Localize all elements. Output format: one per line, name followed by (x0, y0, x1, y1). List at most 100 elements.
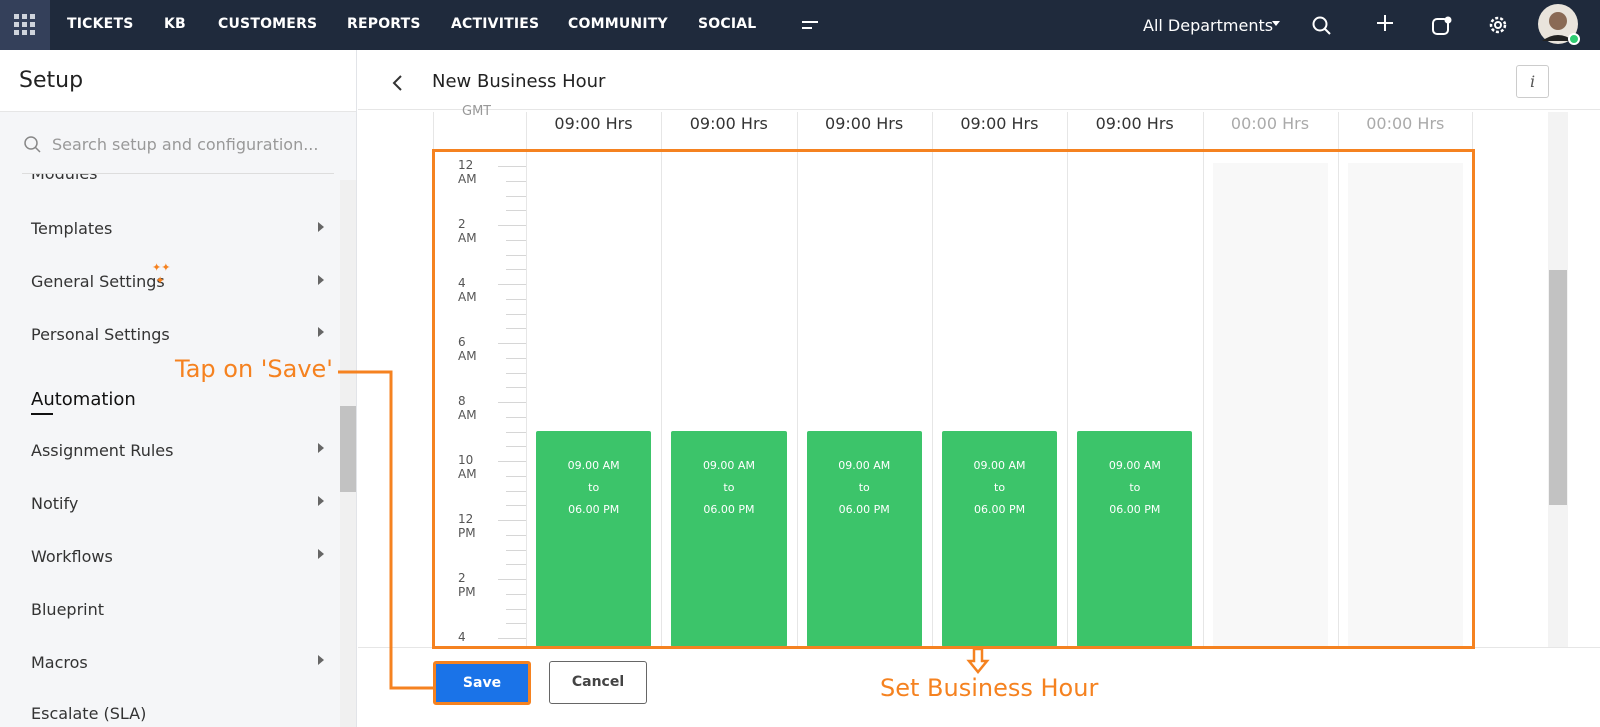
more-icon[interactable] (800, 17, 820, 33)
tick (506, 534, 526, 536)
tick (506, 239, 526, 241)
tick (498, 461, 526, 462)
scrollbar[interactable] (340, 180, 356, 727)
block-text: to (858, 481, 870, 494)
day-hours: 09:00 Hrs (554, 114, 633, 133)
block-text: to (994, 481, 1006, 494)
submenu-arrow (318, 496, 324, 506)
tick (506, 431, 526, 433)
business-hour-block[interactable]: 09.00 AM to 06.00 PM (941, 431, 1058, 647)
department-select[interactable]: All Departments (1143, 16, 1274, 35)
business-hour-block[interactable]: 09.00 AM to 06.00 PM (806, 431, 922, 647)
submenu-arrow (318, 222, 324, 232)
caret (1272, 21, 1280, 26)
tick (506, 328, 526, 330)
annotation: Set Business Hour (880, 674, 1099, 702)
search-icon[interactable] (1310, 14, 1334, 38)
block-text: 09.00 AM (1108, 459, 1161, 472)
search-icon (24, 136, 41, 153)
tick (506, 446, 526, 448)
block-text: 09.00 AM (838, 459, 891, 472)
notes-icon[interactable] (1430, 14, 1454, 38)
apps-icon (14, 14, 35, 35)
time-label: 8 AM (458, 394, 477, 422)
apps-button[interactable] (0, 0, 50, 50)
scroll-thumb[interactable] (340, 406, 356, 492)
day-column (1202, 112, 1338, 647)
day-column (931, 112, 1067, 647)
back-button[interactable] (392, 74, 404, 92)
time-label: 12 PM (458, 512, 476, 540)
settings-icon[interactable] (1486, 13, 1510, 37)
time-label: 2 AM (458, 217, 477, 245)
closed-day (1347, 163, 1464, 647)
tick (506, 490, 526, 492)
nav-item[interactable]: REPORTS (347, 16, 421, 32)
day-column (1067, 112, 1202, 647)
menu-item[interactable]: Notify (31, 494, 79, 513)
info-button[interactable]: i (1516, 65, 1549, 98)
block-text: 09.00 AM (973, 459, 1026, 472)
business-hour-block[interactable]: 09.00 AM to 06.00 PM (671, 431, 787, 647)
nav-item[interactable]: COMMUNITY (568, 16, 668, 32)
search-input[interactable]: Search setup and configuration... (52, 135, 319, 154)
top-nav: TICKETS KB CUSTOMERS REPORTS ACTIVITIES COMMU… (0, 0, 1600, 50)
tick (498, 284, 526, 285)
highlight-box (432, 149, 1475, 649)
day-hours: 09:00 Hrs (960, 114, 1039, 133)
tick (506, 505, 526, 507)
block-text: to (588, 481, 600, 494)
tick (506, 298, 526, 300)
time-label: 4 AM (458, 276, 477, 304)
submenu-arrow (318, 655, 324, 665)
day-hours: 00:00 Hrs (1230, 114, 1310, 133)
menu-item[interactable]: Personal Settings (31, 325, 170, 344)
menu-item[interactable]: General Settings (31, 272, 165, 291)
menu-item[interactable]: Workflows (31, 547, 113, 566)
new-sparkle: ✦✦ ✦ (152, 261, 171, 287)
block-text: 06.00 PM (568, 503, 620, 516)
tick (498, 343, 526, 344)
tick (506, 210, 526, 212)
tick (498, 225, 526, 226)
timezone-label: GMT (462, 104, 492, 118)
save-button[interactable]: Save (433, 661, 531, 705)
block-text: 06.00 PM (838, 503, 890, 516)
tick (506, 623, 526, 625)
tick (506, 387, 526, 389)
scroll-thumb[interactable] (1549, 270, 1567, 505)
menu-item[interactable]: Templates (31, 219, 113, 238)
block-text: 09.00 AM (702, 459, 755, 472)
day-hours: 09:00 Hrs (1095, 114, 1174, 133)
tick (498, 520, 526, 521)
avatar[interactable] (1536, 3, 1582, 47)
business-hour-block[interactable]: 09.00 AM to 06.00 PM (1077, 431, 1193, 647)
section-underline (31, 413, 53, 415)
block-text: 06.00 PM (1109, 503, 1161, 516)
nav-item[interactable]: CUSTOMERS (218, 16, 318, 32)
menu-item[interactable]: Assignment Rules (31, 441, 174, 460)
business-hour-block[interactable]: 09.00 AM to 06.00 PM (536, 431, 652, 647)
menu-item[interactable]: Macros (31, 653, 88, 672)
tick (506, 357, 526, 359)
day-column (796, 112, 932, 647)
nav-item[interactable]: TICKETS (67, 16, 134, 32)
menu-item[interactable]: Escalate (SLA) (31, 704, 147, 723)
menu-item[interactable]: Modules (31, 174, 98, 183)
nav-item[interactable]: KB (164, 16, 186, 32)
tick (506, 564, 526, 566)
add-icon[interactable] (1374, 12, 1396, 34)
block-text: 06.00 PM (973, 503, 1026, 516)
nav-item[interactable]: ACTIVITIES (451, 16, 540, 32)
cancel-button[interactable]: Cancel (549, 661, 647, 704)
page-header: New Business Hour i (358, 50, 1600, 110)
tick (506, 475, 526, 477)
menu-item[interactable]: Blueprint (31, 600, 104, 619)
scrollbar[interactable] (1548, 112, 1568, 647)
tick (506, 313, 526, 315)
tick (498, 402, 526, 403)
nav-item[interactable]: SOCIAL (698, 16, 757, 32)
tick (506, 608, 526, 610)
block-text: 09.00 AM (567, 459, 620, 472)
tick (506, 269, 526, 271)
